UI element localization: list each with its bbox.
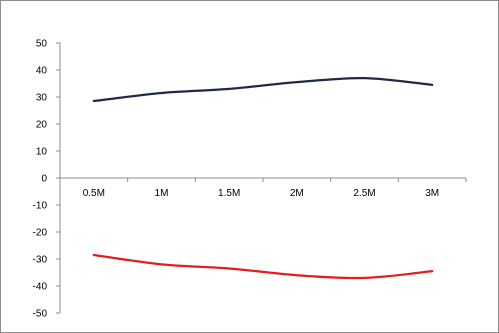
- x-tick-label: 0.5M: [83, 188, 105, 199]
- x-tick-label: 1.5M: [218, 188, 240, 199]
- y-tick-label: 50: [36, 39, 48, 50]
- x-tick-label: 3M: [425, 188, 439, 199]
- y-tick-label: -10: [33, 201, 48, 212]
- series-line-2: [94, 255, 432, 278]
- x-ticks: 0.5M 1M 1.5M 2M 2.5M 3M: [60, 178, 466, 199]
- y-tick-label: 30: [36, 93, 48, 104]
- y-tick-label: -30: [33, 255, 48, 266]
- y-tick-label: -40: [33, 282, 48, 293]
- y-tick-label: -20: [33, 228, 48, 239]
- x-tick-label: 1M: [155, 188, 169, 199]
- series-line-1: [94, 78, 432, 101]
- y-tick-label: 40: [36, 66, 48, 77]
- x-tick-label: 2M: [290, 188, 304, 199]
- y-tick-label: 20: [36, 120, 48, 131]
- x-axis: 0.5M 1M 1.5M 2M 2.5M 3M: [60, 178, 466, 199]
- y-ticks: 50 40 30 20 10 0 -10 -20 -30 -40 -50: [33, 39, 60, 320]
- y-tick-label: 0: [41, 174, 47, 185]
- y-tick-label: 10: [36, 147, 48, 158]
- y-tick-label: -50: [33, 309, 48, 320]
- y-axis: 50 40 30 20 10 0 -10 -20 -30 -40 -50: [33, 39, 60, 320]
- x-tick-label: 2.5M: [353, 188, 375, 199]
